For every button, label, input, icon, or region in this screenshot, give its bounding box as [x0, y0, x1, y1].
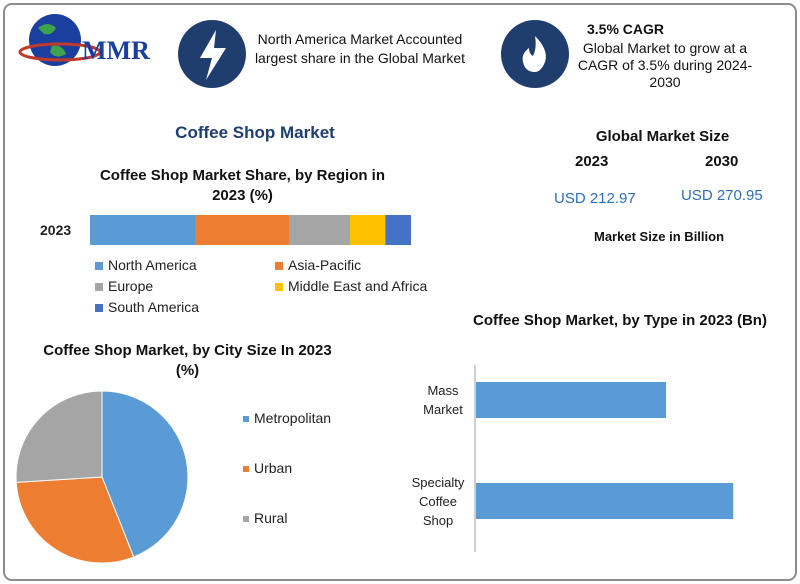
fact-text: North America Market Accounted largest s… [254, 31, 466, 66]
y-tick-label: Specialty Coffee Shop [411, 474, 465, 528]
market-size-value: USD 212.97 [554, 190, 636, 207]
bar-segment [350, 215, 386, 245]
legend-label: North America [108, 257, 197, 273]
market-size-value: USD 270.95 [681, 187, 763, 204]
bar [476, 382, 667, 418]
y-tick-label: Mass Market [423, 383, 463, 417]
lightning-icon [178, 20, 246, 88]
pie-slice [15, 390, 103, 483]
pie-slice [15, 476, 135, 564]
legend-swatch [243, 416, 249, 422]
year-label: 2023 [575, 153, 609, 170]
legend-swatch [243, 466, 249, 472]
market-size-note: Market Size in Billion [594, 229, 725, 244]
flame-icon [501, 20, 569, 88]
legend-swatch [275, 283, 283, 291]
bar-segment [385, 215, 411, 245]
fact-title: 3.5% CAGR [587, 21, 665, 37]
legend-label: South America [108, 299, 200, 315]
legend-label: Urban [254, 460, 293, 476]
legend-swatch [95, 304, 103, 312]
fact-text: Global Market to grow at a CAGR of 3.5% … [577, 40, 753, 90]
legend-swatch [95, 262, 103, 270]
legend-label: Middle East and Africa [288, 278, 428, 294]
legend-label: Rural [254, 510, 288, 526]
frame [3, 3, 797, 581]
logo-text: MMR [82, 36, 150, 65]
legend-label: Metropolitan [254, 410, 332, 426]
chart-title: Coffee Shop Market, by Type in 2023 (Bn) [473, 312, 767, 329]
legend-swatch [95, 283, 103, 291]
y-tick-label: 2023 [40, 222, 72, 238]
bar-segment [195, 215, 290, 245]
legend-swatch [243, 516, 249, 522]
pie-slice [101, 390, 189, 558]
legend-swatch [275, 262, 283, 270]
year-label: 2030 [705, 153, 739, 170]
bar-segment [90, 215, 196, 245]
legend-label: Asia-Pacific [288, 257, 362, 273]
chart-title: Coffee Shop Market, by City Size In 2023… [43, 342, 332, 379]
chart-title: Coffee Shop Market Share, by Region in 2… [99, 167, 386, 204]
market-size-title: Global Market Size [595, 128, 730, 145]
bar-segment [289, 215, 351, 245]
bar [476, 483, 734, 519]
main-title: Coffee Shop Market [175, 123, 335, 142]
legend-label: Europe [108, 278, 154, 294]
logo-globe [18, 14, 102, 66]
